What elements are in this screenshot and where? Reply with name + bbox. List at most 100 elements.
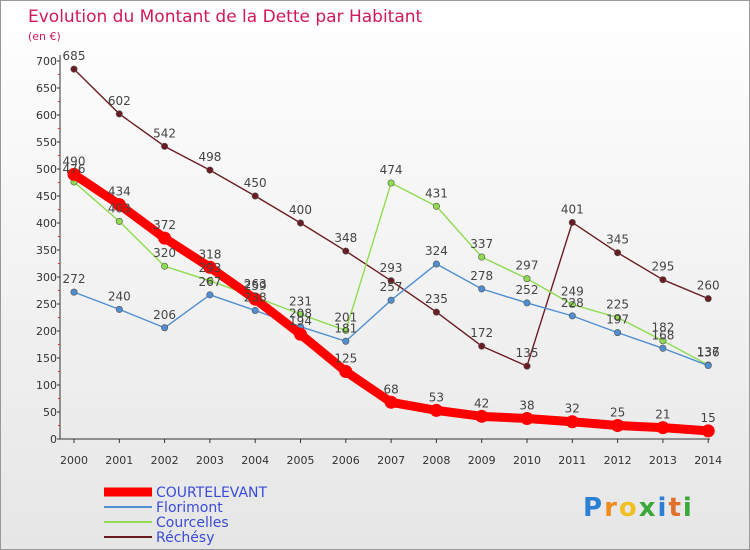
data-point-r-ch-sy <box>614 249 622 257</box>
data-label-florimont: 136 <box>697 346 720 360</box>
data-point-florimont <box>568 312 576 320</box>
data-label-courcelles: 476 <box>63 162 86 176</box>
data-point-courtelevant <box>203 260 217 274</box>
data-point-courtelevant <box>429 403 443 417</box>
x-tick-label: 2006 <box>332 454 360 467</box>
data-point-courtelevant <box>701 424 715 438</box>
y-tick-label: 50 <box>43 406 57 419</box>
data-label-courtelevant: 32 <box>565 402 580 416</box>
data-label-r-ch-sy: 172 <box>470 326 493 340</box>
data-label-r-ch-sy: 450 <box>244 176 267 190</box>
x-tick-label: 2007 <box>377 454 405 467</box>
data-label-courtelevant: 21 <box>655 408 670 422</box>
data-label-florimont: 324 <box>425 244 448 258</box>
data-point-florimont <box>704 362 712 370</box>
data-label-florimont: 272 <box>63 272 86 286</box>
x-tick-label: 2012 <box>604 454 632 467</box>
x-tick-label: 2001 <box>105 454 133 467</box>
data-point-courtelevant <box>384 395 398 409</box>
data-point-courcelles <box>523 275 531 283</box>
y-tick-label: 600 <box>36 109 57 122</box>
data-label-courcelles: 297 <box>516 259 539 273</box>
proxiti-logo: Proxiti <box>583 493 694 523</box>
data-label-courcelles: 225 <box>606 298 629 312</box>
data-label-courtelevant: 38 <box>519 398 534 412</box>
data-label-florimont: 238 <box>244 290 267 304</box>
data-label-courcelles: 474 <box>380 163 403 177</box>
y-tick-label: 700 <box>36 55 57 68</box>
data-label-courcelles: 182 <box>651 321 674 335</box>
x-tick-label: 2010 <box>513 454 541 467</box>
data-label-courcelles: 263 <box>244 277 267 291</box>
data-label-r-ch-sy: 685 <box>63 49 86 63</box>
y-tick-label: 500 <box>36 163 57 176</box>
y-tick-label: 150 <box>36 352 57 365</box>
data-label-courcelles: 337 <box>470 237 493 251</box>
data-point-florimont <box>387 296 395 304</box>
data-point-r-ch-sy <box>342 247 350 255</box>
data-point-florimont <box>614 329 622 337</box>
x-tick-label: 2013 <box>649 454 677 467</box>
data-point-florimont <box>115 305 123 313</box>
data-point-r-ch-sy <box>704 295 712 303</box>
legend-label-courcelles: Courcelles <box>156 515 229 531</box>
x-tick-label: 2003 <box>196 454 224 467</box>
data-label-courcelles: 431 <box>425 186 448 200</box>
x-tick-label: 2004 <box>241 454 269 467</box>
x-tick-label: 2008 <box>422 454 450 467</box>
data-point-r-ch-sy <box>432 308 440 316</box>
data-label-r-ch-sy: 295 <box>651 260 674 274</box>
data-point-courtelevant <box>565 415 579 429</box>
data-point-courtelevant <box>475 409 489 423</box>
chart-subtitle: (en €) <box>28 30 61 43</box>
data-point-courtelevant <box>339 365 353 378</box>
data-point-florimont <box>70 288 78 296</box>
y-tick-label: 250 <box>36 298 57 311</box>
axes: 0 50 100 150 200 250 300 350 400 450 500 550 600 650 7… <box>36 55 722 467</box>
data-label-courcelles: 403 <box>108 201 131 215</box>
data-label-r-ch-sy: 260 <box>697 279 720 293</box>
data-label-courtelevant: 25 <box>610 406 625 420</box>
data-label-courtelevant: 259 <box>244 279 267 293</box>
x-tick-label: 2002 <box>151 454 179 467</box>
data-label-courcelles: 137 <box>697 345 720 359</box>
y-tick-label: 550 <box>36 136 57 149</box>
data-label-courtelevant: 68 <box>383 382 398 396</box>
data-point-courcelles <box>161 262 169 270</box>
y-tick-label: 200 <box>36 325 57 338</box>
data-point-florimont <box>342 337 350 345</box>
data-label-r-ch-sy: 602 <box>108 94 131 108</box>
y-tick-label: 300 <box>36 271 57 284</box>
data-point-r-ch-sy <box>568 218 576 226</box>
data-label-courtelevant: 42 <box>474 396 489 410</box>
y-tick-label: 450 <box>36 190 57 203</box>
data-label-r-ch-sy: 135 <box>516 346 539 360</box>
x-tick-label: 2005 <box>287 454 315 467</box>
data-label-courcelles: 249 <box>561 285 584 299</box>
chart-title: Evolution du Montant de la Dette par Hab… <box>28 7 423 27</box>
data-point-courcelles <box>387 179 395 187</box>
data-point-courcelles <box>568 301 576 309</box>
data-point-florimont <box>206 291 214 299</box>
data-point-courcelles <box>614 313 622 321</box>
data-label-r-ch-sy: 400 <box>289 203 312 217</box>
data-point-courcelles <box>432 202 440 210</box>
series-layer <box>67 65 715 438</box>
data-point-courcelles <box>296 310 304 318</box>
y-tick-label: 100 <box>36 379 57 392</box>
data-label-courtelevant: 15 <box>701 411 716 425</box>
data-label-florimont: 267 <box>198 275 221 289</box>
data-label-courtelevant: 318 <box>198 247 221 261</box>
data-label-courcelles: 231 <box>289 294 312 308</box>
data-point-courcelles <box>115 217 123 225</box>
data-point-florimont <box>478 285 486 293</box>
svg-text:Proxiti: Proxiti <box>583 493 694 523</box>
data-point-courtelevant <box>294 327 307 341</box>
data-labels-layer: 685 602 542 498 450 400 348 293 235 172 135 401 345 2… <box>63 49 720 425</box>
y-tick-label: 400 <box>36 217 57 230</box>
data-label-r-ch-sy: 293 <box>380 261 403 275</box>
data-point-florimont <box>161 324 169 332</box>
data-point-courtelevant <box>248 292 262 306</box>
x-tick-label: 2000 <box>60 454 88 467</box>
